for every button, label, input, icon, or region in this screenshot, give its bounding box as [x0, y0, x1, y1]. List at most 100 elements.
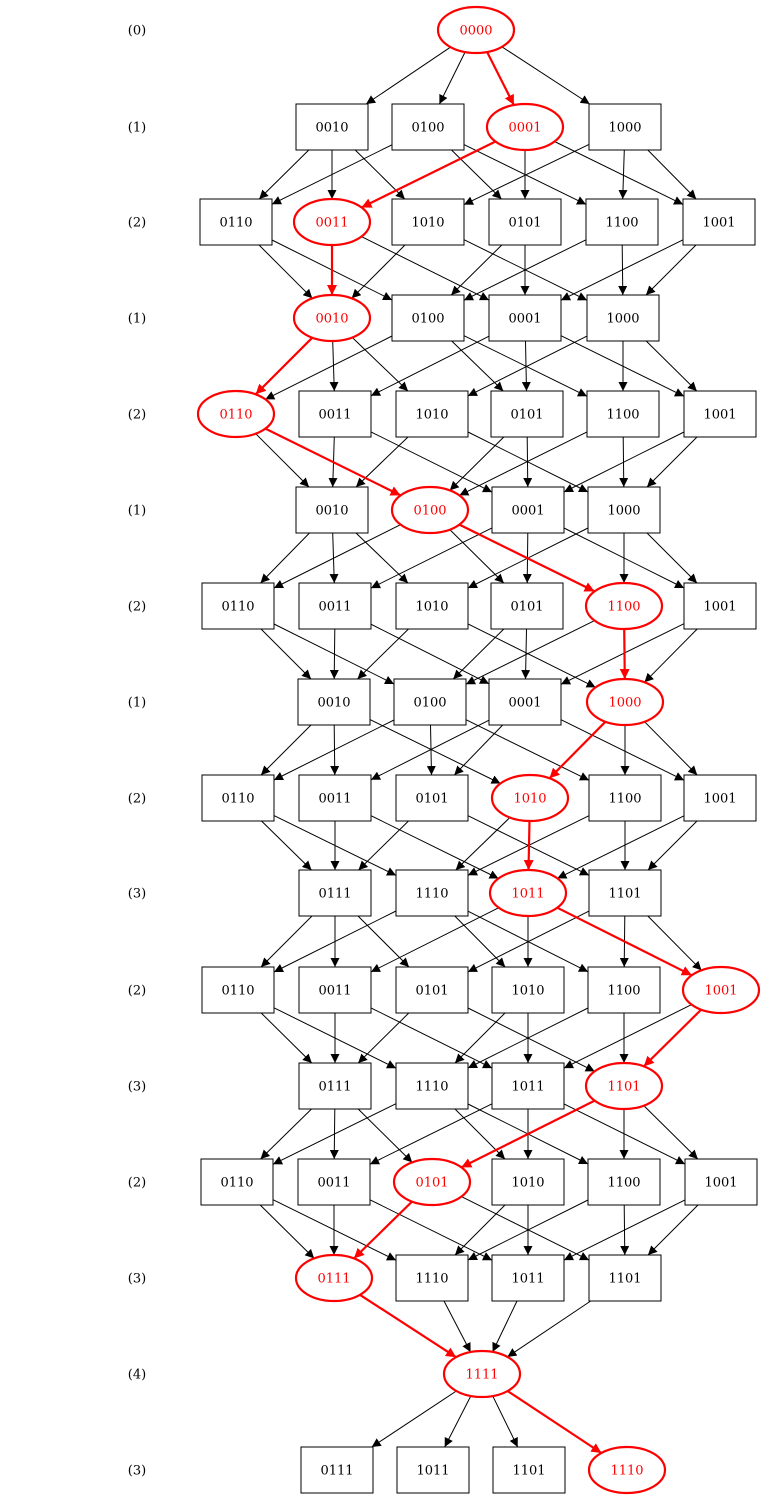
- transition-edge: [359, 821, 409, 870]
- transition-edge: [370, 720, 501, 784]
- node-label: 0010: [317, 696, 350, 711]
- transition-edge: [259, 245, 312, 298]
- level-label: (2): [128, 792, 146, 807]
- state-node: 0111: [299, 1063, 371, 1109]
- path-node-highlighted: 1101: [586, 1063, 662, 1109]
- transition-edge: [648, 916, 702, 970]
- transition-edge: [468, 624, 596, 688]
- transition-edge: [358, 1109, 412, 1162]
- node-label: 1001: [703, 408, 736, 423]
- transition-edge: [561, 720, 684, 781]
- transition-edge: [507, 1301, 590, 1357]
- path-edge-highlighted: [624, 629, 625, 679]
- node-label: 0101: [508, 216, 541, 231]
- transition-edge: [561, 624, 684, 685]
- node-label: 1010: [415, 408, 448, 423]
- path-node-highlighted: 1111: [444, 1351, 520, 1397]
- state-node: 0111: [301, 1447, 373, 1493]
- node-label: 0111: [318, 887, 351, 902]
- transition-edge: [564, 1005, 692, 1069]
- transition-edge: [555, 142, 684, 205]
- transition-edge: [452, 341, 504, 391]
- node-label: 1011: [511, 1272, 544, 1287]
- node-label: 1011: [511, 887, 544, 902]
- state-node: 0110: [202, 583, 274, 629]
- transition-edge: [493, 1301, 517, 1352]
- state-node: 0111: [299, 870, 371, 916]
- node-label: 1001: [703, 600, 736, 615]
- state-node: 0001: [489, 295, 561, 341]
- state-node: 0011: [299, 391, 371, 437]
- state-node: 1010: [396, 583, 468, 629]
- node-label: 1010: [411, 216, 444, 231]
- transition-edge: [261, 533, 310, 583]
- node-label: 1000: [608, 121, 641, 136]
- path-node-highlighted: 0101: [394, 1159, 470, 1205]
- transition-edge: [455, 1013, 505, 1063]
- node-label: 0010: [315, 312, 348, 327]
- state-node: 1001: [684, 391, 756, 437]
- node-label: 1110: [415, 1272, 448, 1287]
- state-node: 1101: [493, 1447, 565, 1493]
- node-label: 1001: [703, 792, 736, 807]
- state-node: 0101: [396, 967, 468, 1013]
- transition-edge: [370, 1104, 492, 1164]
- level-label: (1): [128, 504, 146, 519]
- path-node-highlighted: 1110: [589, 1447, 665, 1493]
- transition-edge: [557, 816, 684, 879]
- state-node: 1001: [684, 583, 756, 629]
- transition-edge: [454, 725, 502, 775]
- node-label: 0001: [508, 121, 541, 136]
- node-label: 1110: [415, 1080, 448, 1095]
- level-label: (1): [128, 696, 146, 711]
- transition-edge: [648, 150, 696, 199]
- transition-edge: [261, 1013, 312, 1063]
- state-node: 1100: [588, 1159, 660, 1205]
- path-edge-highlighted: [256, 338, 313, 395]
- state-node: 0100: [394, 679, 466, 725]
- transition-edge: [371, 908, 499, 972]
- node-label: 0011: [318, 600, 351, 615]
- level-label: (2): [128, 408, 146, 423]
- state-node: 1000: [589, 104, 661, 150]
- node-label: 0101: [510, 408, 543, 423]
- transition-edge: [371, 432, 492, 492]
- path-edge-highlighted: [362, 142, 496, 208]
- edge-layer: [256, 47, 702, 1453]
- state-node: 1001: [684, 775, 756, 821]
- state-node: 0100: [392, 295, 464, 341]
- transition-edge: [645, 722, 698, 775]
- node-label: 0001: [508, 312, 541, 327]
- node-label: 1001: [702, 216, 735, 231]
- node-label: 1010: [513, 792, 546, 807]
- node-label: 0111: [320, 1464, 353, 1479]
- node-label: 0110: [221, 792, 254, 807]
- transition-edge: [646, 341, 697, 391]
- node-label: 1111: [465, 1368, 498, 1383]
- level-label: (0): [128, 24, 146, 39]
- transition-edge: [352, 338, 408, 392]
- transition-edge: [647, 533, 697, 583]
- state-node: 0110: [202, 775, 274, 821]
- state-node: 0011: [299, 583, 371, 629]
- transition-edge: [644, 1106, 698, 1159]
- state-node: 1100: [588, 967, 660, 1013]
- transition-edge: [358, 629, 409, 679]
- node-label: 1100: [607, 600, 640, 615]
- level-label: (4): [128, 1368, 146, 1383]
- path-edge-highlighted: [354, 1202, 412, 1259]
- node-label: 1100: [607, 984, 640, 999]
- node-label: 0011: [315, 216, 348, 231]
- transition-edge: [466, 621, 595, 685]
- node-label: 1101: [608, 1272, 641, 1287]
- transition-edge: [453, 629, 504, 679]
- level-label-layer: (0)(1)(2)(1)(2)(1)(2)(1)(2)(3)(2)(3)(2)(…: [128, 24, 146, 1479]
- node-label: 0011: [318, 984, 351, 999]
- state-node: 0101: [489, 199, 561, 245]
- state-node: 1100: [586, 199, 658, 245]
- transition-edge: [647, 437, 697, 487]
- path-edge-highlighted: [508, 1391, 602, 1453]
- node-label: 0110: [221, 984, 254, 999]
- transition-edge: [371, 624, 489, 684]
- node-label: 0101: [415, 984, 448, 999]
